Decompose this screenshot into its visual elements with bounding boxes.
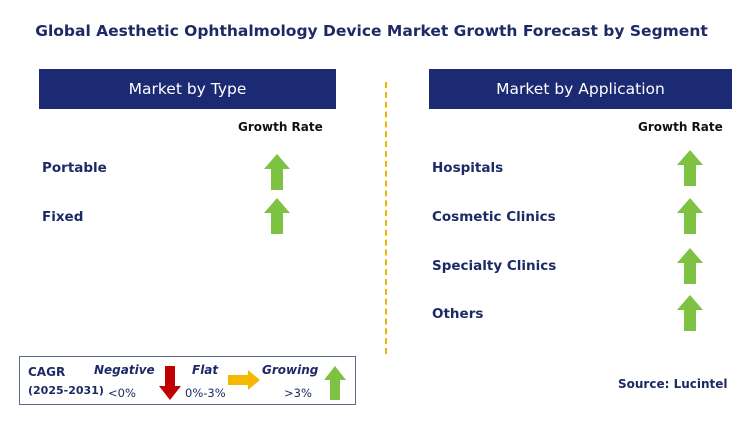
legend-negative-label: Negative: [94, 363, 155, 377]
market-by-application-header: Market by Application: [429, 69, 732, 109]
source-note: Source: Lucintel: [618, 377, 728, 391]
row-label-specialty-clinics: Specialty Clinics: [432, 258, 557, 274]
growing-arrow-icon: [677, 198, 703, 234]
growing-arrow-icon: [264, 154, 290, 190]
application-growth-rate-label: Growth Rate: [638, 120, 723, 134]
flat-arrow-icon: [228, 370, 260, 390]
growing-arrow-icon: [324, 366, 346, 400]
cagr-legend: CAGR (2025-2031) Negative <0% Flat 0%-3%…: [19, 356, 356, 405]
growing-arrow-icon: [677, 248, 703, 284]
row-label-portable: Portable: [42, 160, 107, 176]
growing-arrow-icon: [264, 198, 290, 234]
row-label-hospitals: Hospitals: [432, 160, 504, 176]
legend-cagr-label: CAGR: [28, 365, 66, 379]
legend-flat-range: 0%-3%: [185, 386, 226, 400]
legend-negative-range: <0%: [108, 386, 136, 400]
legend-period-label: (2025-2031): [28, 384, 104, 397]
growing-arrow-icon: [677, 150, 703, 186]
row-label-cosmetic-clinics: Cosmetic Clinics: [432, 209, 556, 225]
legend-flat-label: Flat: [192, 363, 219, 377]
panel-divider: [385, 82, 387, 354]
legend-growing-range: >3%: [284, 386, 312, 400]
growing-arrow-icon: [677, 295, 703, 331]
type-growth-rate-label: Growth Rate: [238, 120, 323, 134]
row-label-fixed: Fixed: [42, 209, 84, 225]
row-label-others: Others: [432, 306, 484, 322]
legend-growing-label: Growing: [262, 363, 319, 377]
market-by-type-header: Market by Type: [39, 69, 336, 109]
negative-arrow-icon: [159, 366, 181, 400]
chart-title: Global Aesthetic Ophthalmology Device Ma…: [35, 22, 708, 40]
